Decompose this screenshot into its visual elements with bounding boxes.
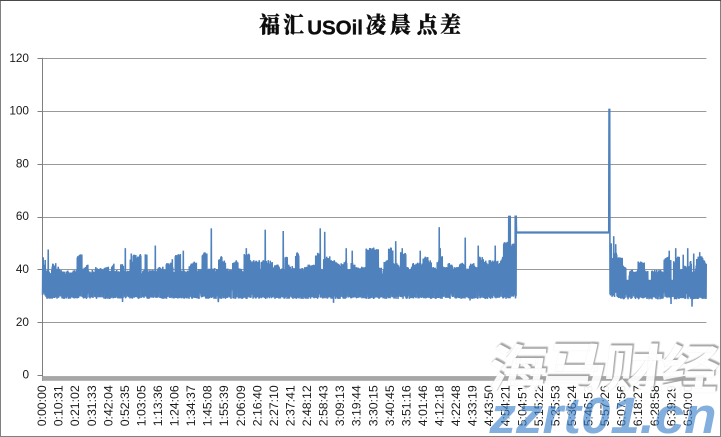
svg-text:1:03:05: 1:03:05	[135, 385, 149, 426]
svg-text:2:06:09: 2:06:09	[234, 385, 248, 426]
svg-text:2:27:10: 2:27:10	[267, 385, 281, 426]
svg-text:2:37:41: 2:37:41	[284, 385, 298, 426]
svg-text:4:01:46: 4:01:46	[416, 385, 430, 426]
svg-text:40: 40	[16, 262, 30, 276]
svg-text:6:07:56: 6:07:56	[615, 385, 629, 426]
svg-text:6:39:29: 6:39:29	[664, 385, 678, 426]
svg-text:4:54:21: 4:54:21	[499, 385, 513, 426]
svg-text:6:18:27: 6:18:27	[631, 385, 645, 426]
svg-text:0:42:04: 0:42:04	[101, 385, 115, 426]
svg-text:2:58:43: 2:58:43	[317, 385, 331, 426]
svg-text:5:15:22: 5:15:22	[532, 385, 546, 426]
svg-text:5:57:26: 5:57:26	[598, 385, 612, 426]
svg-text:5:46:53: 5:46:53	[582, 385, 596, 426]
svg-text:1:34:37: 1:34:37	[184, 385, 198, 426]
svg-text:1:45:08: 1:45:08	[201, 385, 215, 426]
svg-text:2:48:12: 2:48:12	[300, 385, 314, 426]
svg-text:20: 20	[16, 315, 30, 329]
svg-text:0:00:00: 0:00:00	[35, 385, 49, 426]
svg-text:60: 60	[16, 209, 30, 223]
svg-text:0:21:02: 0:21:02	[68, 385, 82, 426]
svg-text:3:30:15: 3:30:15	[366, 385, 380, 426]
svg-text:4:12:18: 4:12:18	[433, 385, 447, 426]
svg-text:3:51:16: 3:51:16	[399, 385, 413, 426]
svg-text:4:33:19: 4:33:19	[466, 385, 480, 426]
svg-text:4:43:50: 4:43:50	[482, 385, 496, 426]
svg-text:3:09:13: 3:09:13	[333, 385, 347, 426]
svg-text:1:13:36: 1:13:36	[151, 385, 165, 426]
svg-text:0:10:31: 0:10:31	[52, 385, 66, 426]
svg-text:3:40:45: 3:40:45	[383, 385, 397, 426]
svg-text:0:31:33: 0:31:33	[85, 385, 99, 426]
svg-text:4:22:48: 4:22:48	[449, 385, 463, 426]
svg-text:0:52:35: 0:52:35	[118, 385, 132, 426]
svg-text:0: 0	[22, 368, 29, 382]
svg-text:100: 100	[9, 104, 29, 118]
svg-text:5:04:51: 5:04:51	[515, 385, 529, 426]
svg-text:120: 120	[9, 51, 29, 65]
svg-text:80: 80	[16, 156, 30, 170]
svg-text:6:50:00: 6:50:00	[681, 385, 695, 426]
svg-text:USOil: USOil	[307, 16, 363, 39]
svg-text:5:36:24: 5:36:24	[565, 385, 579, 426]
svg-text:6:28:58: 6:28:58	[648, 385, 662, 426]
svg-text:zzrt01.cn: zzrt01.cn	[488, 387, 716, 437]
svg-text:2:16:40: 2:16:40	[250, 385, 264, 426]
svg-text:1:24:06: 1:24:06	[168, 385, 182, 426]
svg-text:1:55:39: 1:55:39	[217, 385, 231, 426]
svg-text:3:19:44: 3:19:44	[350, 385, 364, 426]
svg-text:5:25:53: 5:25:53	[548, 385, 562, 426]
